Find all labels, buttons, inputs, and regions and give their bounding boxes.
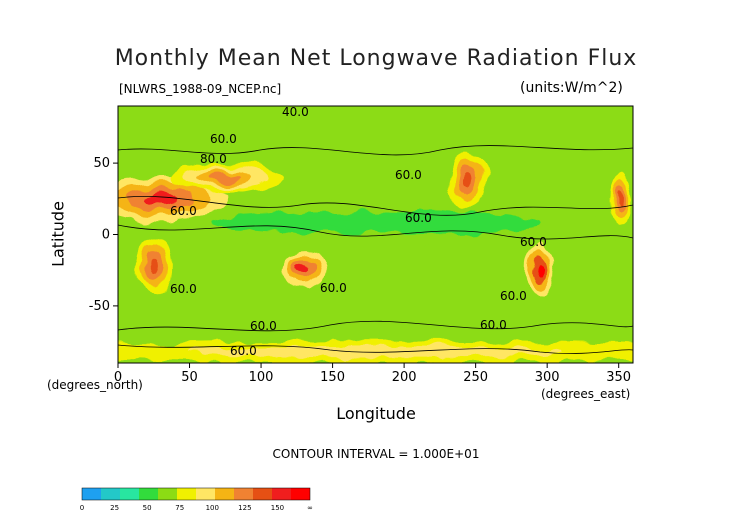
- colorbar-swatch: [120, 488, 139, 500]
- x-tick-label: 200: [392, 370, 417, 385]
- x-tick-label: 150: [320, 370, 345, 385]
- x-tick-label: 250: [463, 370, 488, 385]
- contour-line: [118, 344, 633, 354]
- y-axis-units: (degrees_north): [47, 378, 143, 392]
- x-tick-label: 300: [535, 370, 560, 385]
- contour-line: [118, 224, 633, 240]
- contour-line: [118, 195, 633, 216]
- chart-title: Monthly Mean Net Longwave Radiation Flux: [114, 46, 638, 71]
- x-tick-label: 350: [606, 370, 631, 385]
- field-equatorial-band-level-3: [293, 217, 458, 229]
- field-australia-level-3: [297, 265, 311, 275]
- colorbar-tick-label: 125: [238, 504, 251, 512]
- x-tick-label: 50: [181, 370, 198, 385]
- contour-label: 60.0: [520, 235, 547, 249]
- contour-interval-text: CONTOUR INTERVAL = 1.000E+01: [272, 447, 480, 461]
- contour-label: 60.0: [500, 289, 527, 303]
- contour-label: 40.0: [282, 105, 309, 119]
- contour-line: [118, 320, 633, 332]
- field-south-america-level-3: [536, 263, 544, 277]
- field-southern-africa-level-3: [149, 258, 159, 274]
- y-tick-label: 0: [102, 228, 110, 243]
- contour-label: 60.0: [480, 318, 507, 332]
- colorbar-swatch: [291, 488, 310, 500]
- contour-label: 60.0: [405, 211, 432, 225]
- contour-label: 60.0: [170, 204, 197, 218]
- colorbar-swatch: [177, 488, 196, 500]
- x-tick-label: 0: [114, 370, 122, 385]
- colorbar-swatch: [139, 488, 158, 500]
- x-axis-label: Longitude: [336, 404, 416, 423]
- colorbar-tick-label: 100: [206, 504, 219, 512]
- colorbar-swatch: [101, 488, 120, 500]
- x-axis-units: (degrees_east): [541, 387, 631, 401]
- field-central-asia-level-3: [210, 173, 240, 181]
- units-label: (units:W/m^2): [520, 80, 623, 96]
- contour-label: 60.0: [250, 319, 277, 333]
- colorbar-tick-label: 0: [80, 504, 84, 512]
- colorbar-tick-label: 25: [110, 504, 119, 512]
- contour-line: [118, 145, 633, 156]
- contour-label: 60.0: [395, 168, 422, 182]
- colorbar-frame: [81, 487, 311, 501]
- colorbar-swatch: [82, 488, 101, 500]
- contour-label: 80.0: [200, 152, 227, 166]
- y-tick-label: -50: [89, 299, 110, 314]
- field-north-africa-arabia-level-3: [144, 193, 178, 205]
- colorbar-swatch: [234, 488, 253, 500]
- field-mexico-level-3: [618, 192, 625, 206]
- colorbar-swatch: [158, 488, 177, 500]
- field-antarctica-level-3: [282, 348, 469, 355]
- colorbar-tick-label: ∞: [307, 504, 313, 512]
- contour-label: 60.0: [320, 281, 347, 295]
- colorbar-swatch: [272, 488, 291, 500]
- colorbar-swatch: [215, 488, 234, 500]
- colorbar-swatch: [253, 488, 272, 500]
- contour-label: 60.0: [210, 132, 237, 146]
- field-north-america-west-level-3: [463, 173, 474, 188]
- contour-label: 60.0: [230, 344, 257, 358]
- colorbar-swatch: [196, 488, 215, 500]
- contour-label: 60.0: [170, 282, 197, 296]
- colorbar-tick-label: 150: [271, 504, 284, 512]
- colorbar-tick-label: 75: [175, 504, 184, 512]
- file-label: [NLWRS_1988-09_NCEP.nc]: [119, 82, 282, 96]
- y-tick-label: 50: [93, 156, 110, 171]
- colorbar-tick-label: 50: [143, 504, 152, 512]
- x-tick-label: 100: [249, 370, 274, 385]
